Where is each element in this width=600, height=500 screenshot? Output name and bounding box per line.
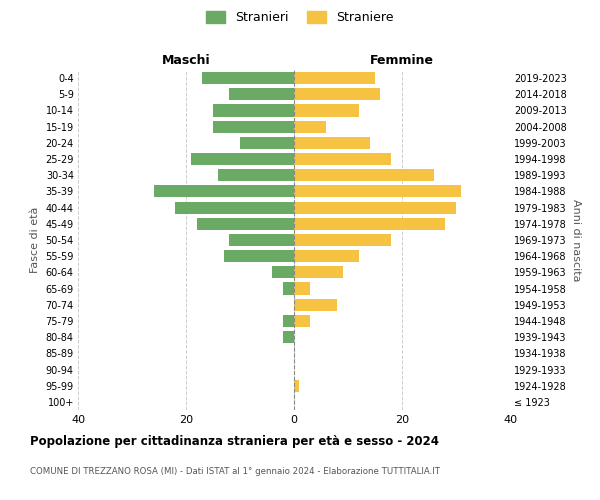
Bar [272, 266, 294, 278]
Bar [294, 315, 310, 327]
Bar [202, 72, 294, 84]
Bar [294, 298, 337, 311]
Bar [283, 315, 294, 327]
Bar [294, 202, 456, 213]
Bar [240, 137, 294, 149]
Bar [294, 88, 380, 101]
Bar [294, 72, 375, 84]
Bar [213, 120, 294, 132]
Bar [294, 169, 434, 181]
Bar [224, 250, 294, 262]
Bar [294, 186, 461, 198]
Y-axis label: Anni di nascita: Anni di nascita [571, 198, 581, 281]
Bar [283, 331, 294, 343]
Bar [294, 282, 310, 294]
Text: Popolazione per cittadinanza straniera per età e sesso - 2024: Popolazione per cittadinanza straniera p… [30, 435, 439, 448]
Bar [294, 218, 445, 230]
Bar [294, 120, 326, 132]
Text: COMUNE DI TREZZANO ROSA (MI) - Dati ISTAT al 1° gennaio 2024 - Elaborazione TUTT: COMUNE DI TREZZANO ROSA (MI) - Dati ISTA… [30, 468, 440, 476]
Bar [294, 250, 359, 262]
Bar [294, 266, 343, 278]
Bar [229, 234, 294, 246]
Bar [197, 218, 294, 230]
Bar [154, 186, 294, 198]
Bar [294, 153, 391, 165]
Legend: Stranieri, Straniere: Stranieri, Straniere [206, 11, 394, 24]
Text: Maschi: Maschi [161, 54, 211, 67]
Bar [218, 169, 294, 181]
Bar [191, 153, 294, 165]
Bar [294, 234, 391, 246]
Text: Femmine: Femmine [370, 54, 434, 67]
Bar [229, 88, 294, 101]
Bar [294, 104, 359, 117]
Bar [213, 104, 294, 117]
Bar [294, 137, 370, 149]
Bar [294, 380, 299, 392]
Bar [175, 202, 294, 213]
Y-axis label: Fasce di età: Fasce di età [30, 207, 40, 273]
Bar [283, 282, 294, 294]
